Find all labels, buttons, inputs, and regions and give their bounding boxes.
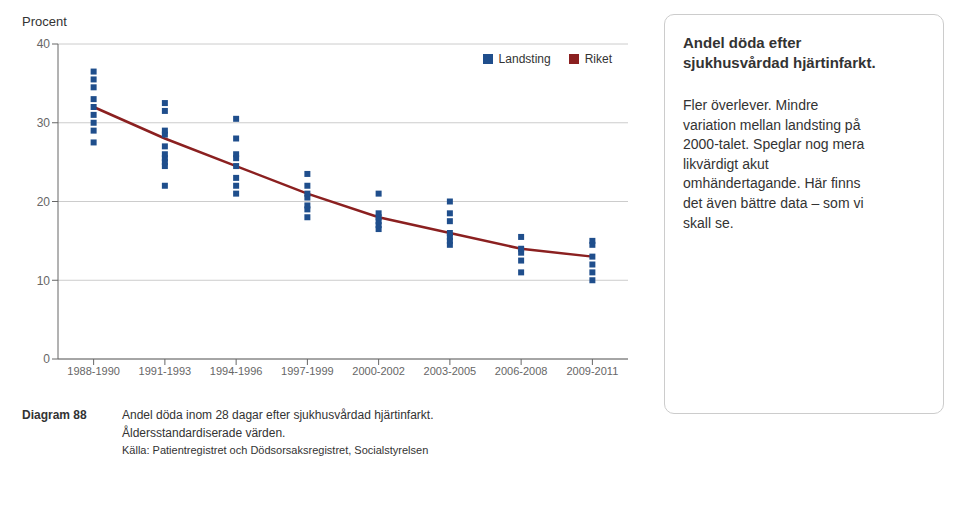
svg-text:2009-2011: 2009-2011 xyxy=(566,365,618,377)
svg-text:1991-1993: 1991-1993 xyxy=(139,365,192,377)
html-text:Diagram 88: Diagram 88 xyxy=(22,408,87,422)
svg-text:2000-2002: 2000-2002 xyxy=(352,365,405,377)
html-text:Fler överlever. Mindre variati: Fler överlever. Mindre variation mellan … xyxy=(683,97,865,231)
svg-text:2006-2008: 2006-2008 xyxy=(495,365,548,377)
svg-text:1988-1990: 1988-1990 xyxy=(67,365,120,377)
html-text:Andel döda efter sjukhusvårdad: Andel döda efter sjukhusvårdad hjärtinfa… xyxy=(683,34,876,71)
svg-text:20: 20 xyxy=(37,195,51,209)
svg-text:40: 40 xyxy=(37,37,51,51)
svg-text:10: 10 xyxy=(37,274,51,288)
html-text:Procent: Procent xyxy=(22,14,67,29)
svg-text:0: 0 xyxy=(43,352,50,366)
html-text:Riket: Riket xyxy=(584,52,612,66)
svg-text:2003-2005: 2003-2005 xyxy=(424,365,477,377)
html-text:Åldersstandardiserade värden.: Åldersstandardiserade värden. xyxy=(122,426,286,440)
svg-text:30: 30 xyxy=(37,116,51,130)
html-text:Källa: Patientregistret och Dö: Källa: Patientregistret och Dödsorsaksre… xyxy=(122,444,429,456)
html-text:Andel döda inom 28 dagar efter: Andel döda inom 28 dagar efter sjukhusvå… xyxy=(122,408,434,422)
svg-text:1994-1996: 1994-1996 xyxy=(210,365,263,377)
svg-text:1997-1999: 1997-1999 xyxy=(281,365,334,377)
html-text:Landsting: Landsting xyxy=(498,52,551,66)
